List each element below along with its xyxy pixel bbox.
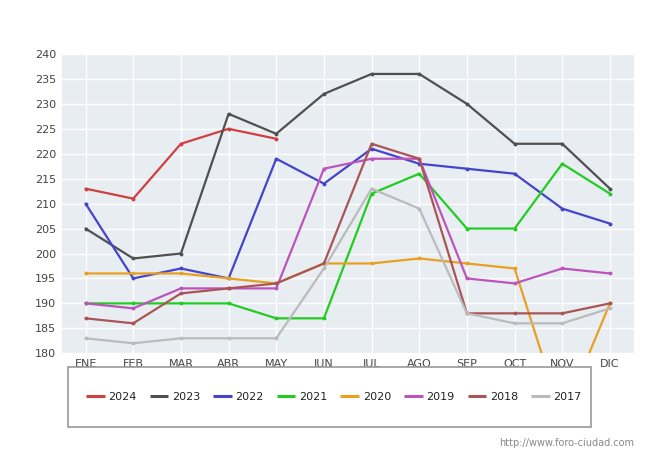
Text: 2024: 2024 bbox=[109, 392, 136, 402]
Text: 2022: 2022 bbox=[235, 392, 264, 402]
Text: Afiliados en Beteta a 31/5/2024: Afiliados en Beteta a 31/5/2024 bbox=[183, 14, 467, 33]
Text: 2020: 2020 bbox=[363, 392, 391, 402]
Text: 2021: 2021 bbox=[299, 392, 328, 402]
Text: 2023: 2023 bbox=[172, 392, 200, 402]
Text: 2018: 2018 bbox=[490, 392, 518, 402]
Text: 2019: 2019 bbox=[426, 392, 454, 402]
Text: http://www.foro-ciudad.com: http://www.foro-ciudad.com bbox=[499, 438, 634, 448]
Text: 2017: 2017 bbox=[553, 392, 582, 402]
